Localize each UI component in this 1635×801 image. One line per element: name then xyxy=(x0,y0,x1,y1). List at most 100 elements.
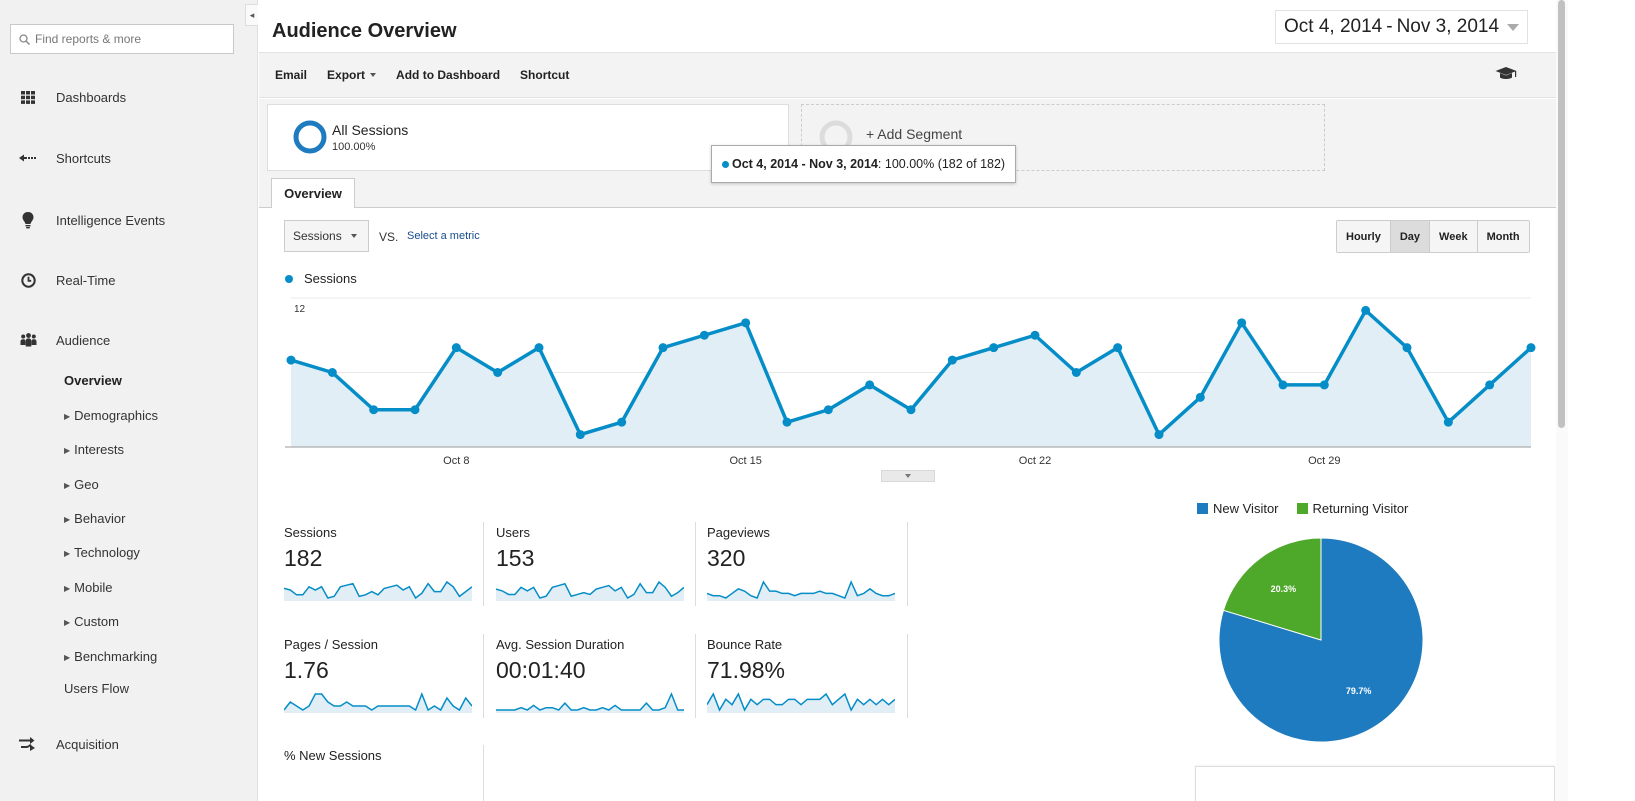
metric-value: 320 xyxy=(707,545,746,571)
legend-new-visitor[interactable]: New Visitor xyxy=(1197,501,1279,516)
visitor-pie-chart[interactable]: 79.7% 20.3% xyxy=(259,0,1549,801)
metric-value: 71.98% xyxy=(707,657,786,683)
segment-all-sessions[interactable]: All Sessions 100.00% xyxy=(267,104,789,171)
month-button[interactable]: Month xyxy=(1477,221,1529,252)
clock-icon xyxy=(0,272,56,288)
subnav-interests[interactable]: ▶ Interests xyxy=(64,442,124,457)
metric-sessions[interactable]: Sessions 182 xyxy=(284,525,484,613)
sparkline xyxy=(707,692,895,713)
add-to-dashboard-button[interactable]: Add to Dashboard xyxy=(396,68,501,82)
subnav-technology[interactable]: ▶ Technology xyxy=(64,545,140,560)
metric-pageviews[interactable]: Pageviews 320 xyxy=(707,525,907,613)
data-point xyxy=(823,405,833,415)
bottom-panel xyxy=(1195,766,1555,801)
legend-dot xyxy=(285,274,293,283)
chevron-down-icon xyxy=(350,234,357,238)
nav-shortcuts[interactable]: Shortcuts xyxy=(0,143,245,173)
segment-ring-icon xyxy=(293,120,327,154)
segment-name: All Sessions xyxy=(332,122,409,138)
segment-tooltip: Oct 4, 2014 - Nov 3, 2014 : 100.00% (182… xyxy=(711,145,1017,183)
pie-slice xyxy=(1222,537,1322,641)
metric-avg-session-duration[interactable]: Avg. Session Duration 00:01:40 xyxy=(496,637,696,725)
x-tick-label: Oct 15 xyxy=(729,455,761,467)
data-point xyxy=(1402,343,1412,353)
metric-pages-per-session[interactable]: Pages / Session 1.76 xyxy=(284,637,484,725)
subnav-label: Geo xyxy=(74,477,99,492)
expand-triangle-icon: ▶ xyxy=(64,446,71,455)
subnav-label: Benchmarking xyxy=(74,649,158,664)
subnav-users-flow[interactable]: Users Flow xyxy=(64,681,129,696)
metric-value: 153 xyxy=(496,545,535,571)
sparkline xyxy=(707,580,895,601)
tile-divider xyxy=(695,522,696,606)
date-range-picker[interactable]: Oct 4, 2014 - Nov 3, 2014 xyxy=(1275,10,1529,44)
nav-acquisition[interactable]: Acquisition xyxy=(0,729,245,759)
export-label: Export xyxy=(327,68,366,82)
x-tick-label: Oct 29 xyxy=(1308,455,1340,467)
data-point xyxy=(1319,380,1329,390)
day-button[interactable]: Day xyxy=(1390,221,1431,252)
metric-label: Pageviews xyxy=(707,525,770,540)
search-input[interactable]: Find reports & more xyxy=(10,24,234,54)
graduation-cap-icon[interactable] xyxy=(1495,66,1517,82)
sparkline-line xyxy=(496,692,684,711)
subnav-custom[interactable]: ▶ Custom xyxy=(64,614,119,629)
data-point xyxy=(865,380,875,390)
metric-users[interactable]: Users 153 xyxy=(496,525,696,613)
scrollbar[interactable] xyxy=(1556,0,1568,801)
shortcut-button[interactable]: Shortcut xyxy=(520,68,570,82)
metric-dropdown-label: Sessions xyxy=(293,229,342,243)
week-button[interactable]: Week xyxy=(1430,221,1478,252)
nav-audience[interactable]: Audience xyxy=(0,325,245,355)
legend-swatch xyxy=(1296,503,1308,514)
data-point xyxy=(1071,368,1081,377)
data-point xyxy=(410,405,420,415)
subnav-overview[interactable]: Overview xyxy=(64,373,122,388)
data-point xyxy=(699,330,709,340)
people-icon xyxy=(0,333,56,347)
subnav-demographics[interactable]: ▶ Demographics xyxy=(64,408,158,423)
hourly-button[interactable]: Hourly xyxy=(1337,221,1391,252)
data-point xyxy=(451,343,461,353)
chart-legend: Sessions xyxy=(285,271,357,286)
tab-overview[interactable]: Overview xyxy=(271,178,355,208)
page-title: Audience Overview xyxy=(272,20,457,42)
sparkline-fill xyxy=(284,694,472,713)
metric-dropdown[interactable]: Sessions xyxy=(284,220,369,252)
subnav-geo[interactable]: ▶ Geo xyxy=(64,477,99,492)
subnav-benchmarking[interactable]: ▶ Benchmarking xyxy=(64,649,157,664)
sidebar: ◂ Find reports & more Dashboards Shortcu… xyxy=(0,0,258,801)
data-point xyxy=(1154,430,1164,440)
nav-dashboards[interactable]: Dashboards xyxy=(0,82,245,112)
data-point xyxy=(1237,318,1247,328)
sparkline-line xyxy=(707,692,895,712)
sparkline-fill xyxy=(496,582,684,601)
data-point xyxy=(534,343,544,353)
nav-intelligence-events[interactable]: Intelligence Events xyxy=(0,205,245,235)
subnav-label: Overview xyxy=(64,373,122,388)
metric-new-sessions[interactable]: % New Sessions xyxy=(284,748,484,801)
select-metric-link[interactable]: Select a metric xyxy=(407,230,480,242)
nav-real-time[interactable]: Real-Time xyxy=(0,265,245,295)
legend-returning-visitor[interactable]: Returning Visitor xyxy=(1296,501,1408,516)
export-button[interactable]: Export xyxy=(327,68,377,82)
tile-divider xyxy=(907,522,908,606)
sparkline-line xyxy=(284,580,472,600)
search-placeholder: Find reports & more xyxy=(35,32,142,46)
subnav-behavior[interactable]: ▶ Behavior xyxy=(64,511,125,526)
scrollbar-thumb[interactable] xyxy=(1558,0,1565,428)
data-point xyxy=(1361,305,1371,315)
email-button[interactable]: Email xyxy=(275,68,308,82)
collapse-sidebar-button[interactable]: ◂ xyxy=(245,4,258,26)
expand-triangle-icon: ▶ xyxy=(64,481,71,490)
nav-label: Dashboards xyxy=(56,89,127,105)
metric-bounce-rate[interactable]: Bounce Rate 71.98% xyxy=(707,637,907,725)
subnav-mobile[interactable]: ▶ Mobile xyxy=(64,580,112,595)
main-content: Audience Overview Oct 4, 2014 - Nov 3, 2… xyxy=(259,0,1635,801)
tile-divider xyxy=(483,634,484,718)
data-point xyxy=(369,405,379,415)
sparkline-line xyxy=(707,580,895,599)
time-granularity-group: Hourly Day Week Month xyxy=(1336,220,1530,253)
chart-resize-handle[interactable] xyxy=(881,470,935,482)
